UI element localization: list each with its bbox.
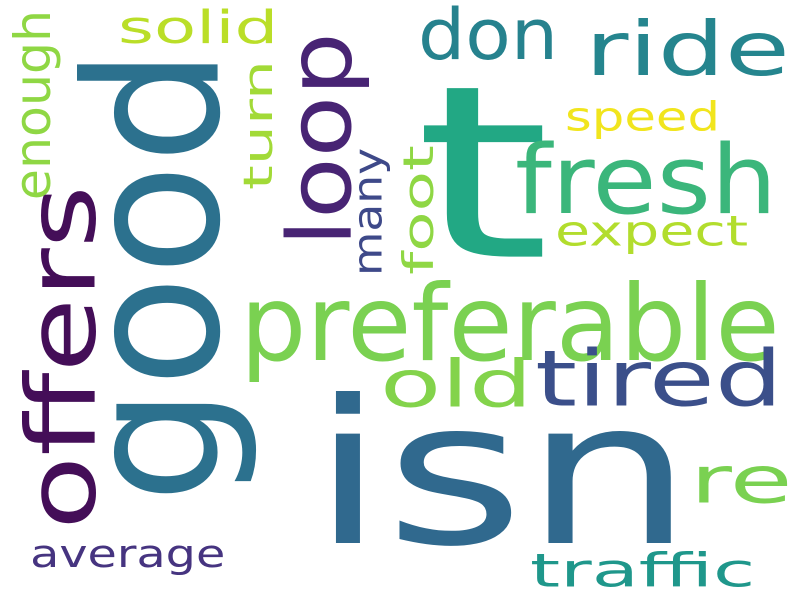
word-isn: isn bbox=[310, 357, 694, 591]
word-expect: expect bbox=[555, 206, 749, 256]
word-solid: solid bbox=[118, 0, 279, 54]
word-t: t bbox=[414, 33, 551, 315]
word-many: many bbox=[344, 147, 392, 277]
word-speed: speed bbox=[565, 93, 721, 141]
word-offers: offers bbox=[6, 185, 118, 530]
word-turn: turn bbox=[234, 59, 282, 191]
word-don: don bbox=[418, 0, 559, 76]
word-preferable: preferable bbox=[240, 262, 780, 386]
word-average: average bbox=[30, 531, 226, 577]
word-ride: ride bbox=[585, 5, 790, 93]
word-fresh: fresh bbox=[514, 124, 778, 236]
word-enough: enough bbox=[3, 9, 63, 201]
word-traffic: traffic bbox=[530, 543, 756, 598]
word-re: re bbox=[689, 442, 793, 519]
word-old: old bbox=[380, 346, 533, 423]
word-tired: tired bbox=[535, 332, 783, 425]
word-foot: foot bbox=[394, 145, 444, 275]
